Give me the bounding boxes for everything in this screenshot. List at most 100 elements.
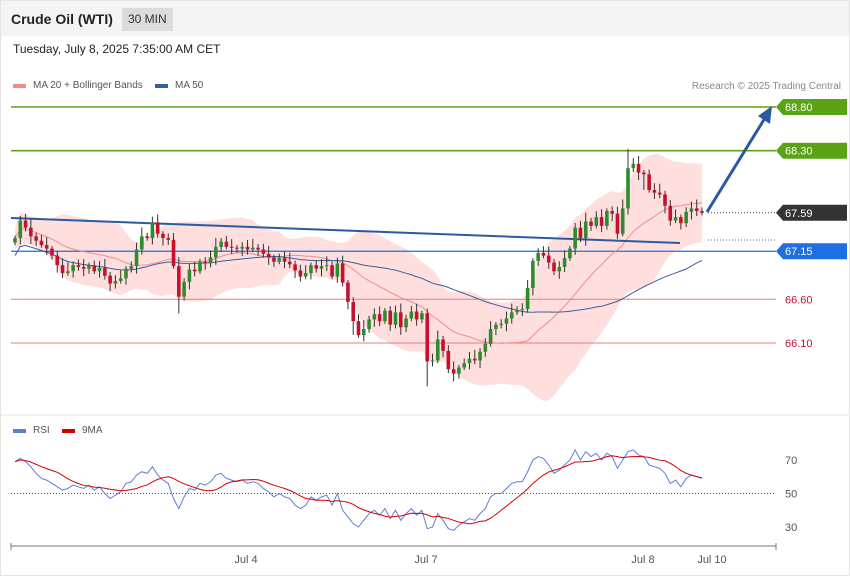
candle (451, 361, 456, 382)
candle (208, 250, 213, 268)
price-label-text: 66.60 (785, 294, 813, 306)
price-label-67-15: 67.15 (776, 243, 847, 260)
candle-body (282, 258, 287, 262)
timeframe-badge[interactable]: 30 MIN (122, 8, 173, 31)
candle (663, 190, 667, 214)
candle (626, 148, 630, 215)
candle (377, 306, 382, 327)
candle (124, 266, 128, 285)
candle-body (647, 174, 651, 191)
candle (642, 169, 646, 190)
candle (214, 237, 218, 265)
candle (610, 206, 614, 222)
legend-9ma: 9MA (62, 425, 103, 436)
candle (599, 209, 604, 233)
candle (87, 262, 91, 274)
candle (298, 264, 303, 282)
candle-body (472, 358, 477, 361)
rsi-line (14, 448, 703, 531)
candle-body (214, 246, 218, 258)
research-credit: Research © 2025 Trading Central (691, 81, 841, 92)
candle (39, 234, 44, 248)
candle (182, 278, 186, 301)
candle (282, 251, 287, 269)
price-label-66-10: 66.10 (785, 338, 813, 350)
candle-body (103, 267, 107, 276)
candle (673, 209, 678, 224)
rsi-pane: 70 50 30 (11, 448, 797, 534)
candle (134, 242, 139, 274)
candle (372, 308, 377, 327)
candle-body (145, 236, 149, 239)
candle-body (451, 369, 456, 374)
candle (435, 330, 440, 364)
candle-body (467, 358, 472, 364)
price-levels (11, 106, 776, 344)
candle-body (288, 261, 292, 265)
candle (689, 201, 694, 220)
candle (404, 314, 408, 333)
candle (150, 216, 155, 245)
candle-body (229, 246, 234, 248)
candle (425, 308, 429, 387)
candle-body (219, 241, 223, 247)
candle-body (504, 318, 509, 324)
candle (60, 258, 65, 279)
candle-body (488, 329, 493, 344)
candle-body (29, 227, 33, 237)
candle-body (203, 261, 208, 264)
candle-body (457, 367, 461, 374)
candle-body (314, 265, 319, 269)
candle-body (420, 313, 424, 320)
candle-body (361, 329, 366, 336)
candle (29, 218, 33, 244)
candle-body (546, 255, 551, 263)
candle (367, 315, 371, 333)
candle-body (182, 281, 186, 297)
candle (562, 250, 567, 273)
candle (414, 303, 419, 326)
candle (568, 245, 572, 261)
candle-body (340, 263, 345, 283)
legend-9ma-label: 9MA (82, 425, 103, 436)
candle-body (192, 269, 197, 272)
candle-body (642, 172, 646, 175)
candle-body (562, 258, 567, 267)
candle (531, 258, 535, 296)
price-label-box (776, 204, 847, 221)
candle (694, 199, 699, 217)
candle (309, 262, 313, 280)
candle (13, 235, 17, 246)
candle (457, 364, 461, 379)
candle (499, 319, 503, 329)
candle (198, 259, 202, 274)
candle-body (694, 208, 699, 212)
candle (652, 183, 657, 199)
rsi-tick-label: 50 (785, 489, 797, 501)
candle-body (388, 310, 393, 325)
candle (620, 199, 625, 237)
candle (398, 303, 403, 335)
candle (44, 237, 49, 255)
candle (668, 200, 673, 226)
candle-body (700, 211, 704, 213)
candle-body (409, 311, 414, 319)
candle-body (124, 268, 128, 279)
candle-body (414, 311, 419, 320)
candle-body (18, 220, 23, 239)
x-tick-label: Jul 10 (697, 554, 726, 566)
candle-body (240, 246, 245, 249)
candle (34, 232, 38, 246)
candle-body (187, 269, 192, 282)
candle (589, 217, 593, 231)
candle-body (462, 363, 466, 368)
candle-body (118, 278, 123, 281)
candle-body (425, 313, 429, 362)
candle-body (266, 253, 271, 258)
candle-body (446, 350, 451, 370)
legend-ma20-label: MA 20 + Bollinger Bands (33, 80, 143, 91)
candle (583, 212, 588, 246)
legend-ma50-label: MA 50 (175, 80, 204, 91)
time-axis: Jul 4 Jul 7 Jul 8 Jul 10 (10, 543, 777, 566)
